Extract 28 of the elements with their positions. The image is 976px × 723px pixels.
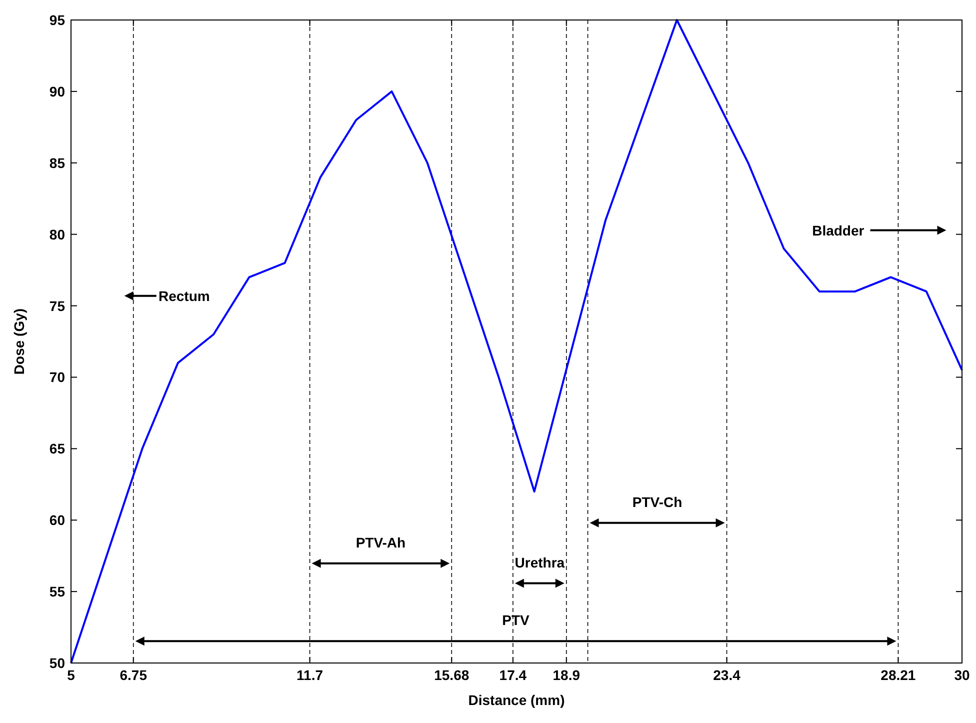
annotation: Urethra — [514, 554, 565, 570]
x-tick-label: 15.68 — [434, 667, 470, 683]
line-series — [70, 19, 963, 664]
y-axis-title: Dose (Gy) — [11, 308, 27, 375]
y-tick-label: 85 — [49, 154, 66, 171]
annotation: PTV-Ch — [632, 494, 682, 510]
y-tick-label: 95 — [49, 12, 66, 28]
y-tick-label: 70 — [49, 369, 66, 386]
annotation: PTV-Ah — [356, 534, 406, 550]
y-tick-label: 55 — [49, 584, 66, 600]
y-tick-label: 75 — [49, 298, 66, 314]
x-tick-label: 17.4 — [499, 667, 527, 683]
x-axis-title: Distance (mm) — [468, 692, 565, 708]
x-tick-label: 5 — [67, 667, 76, 683]
annotation: PTV — [502, 612, 530, 628]
x-tick-label: 23.4 — [713, 667, 741, 683]
y-tick-label: 60 — [49, 512, 66, 528]
y-tick-label: 80 — [49, 226, 66, 242]
annotation: Rectum — [158, 288, 210, 304]
x-tick-label: 28.21 — [880, 667, 916, 683]
x-tick-label: 30 — [954, 667, 970, 683]
y-tick-label: 90 — [49, 83, 66, 100]
x-tick-label: 6.75 — [120, 667, 148, 683]
x-tick-label: 11.7 — [296, 667, 324, 683]
y-tick-label: 65 — [49, 440, 66, 457]
annotation: Bladder — [812, 222, 865, 238]
x-tick-label: 18.9 — [552, 667, 580, 683]
y-tick-label: 50 — [49, 655, 66, 671]
